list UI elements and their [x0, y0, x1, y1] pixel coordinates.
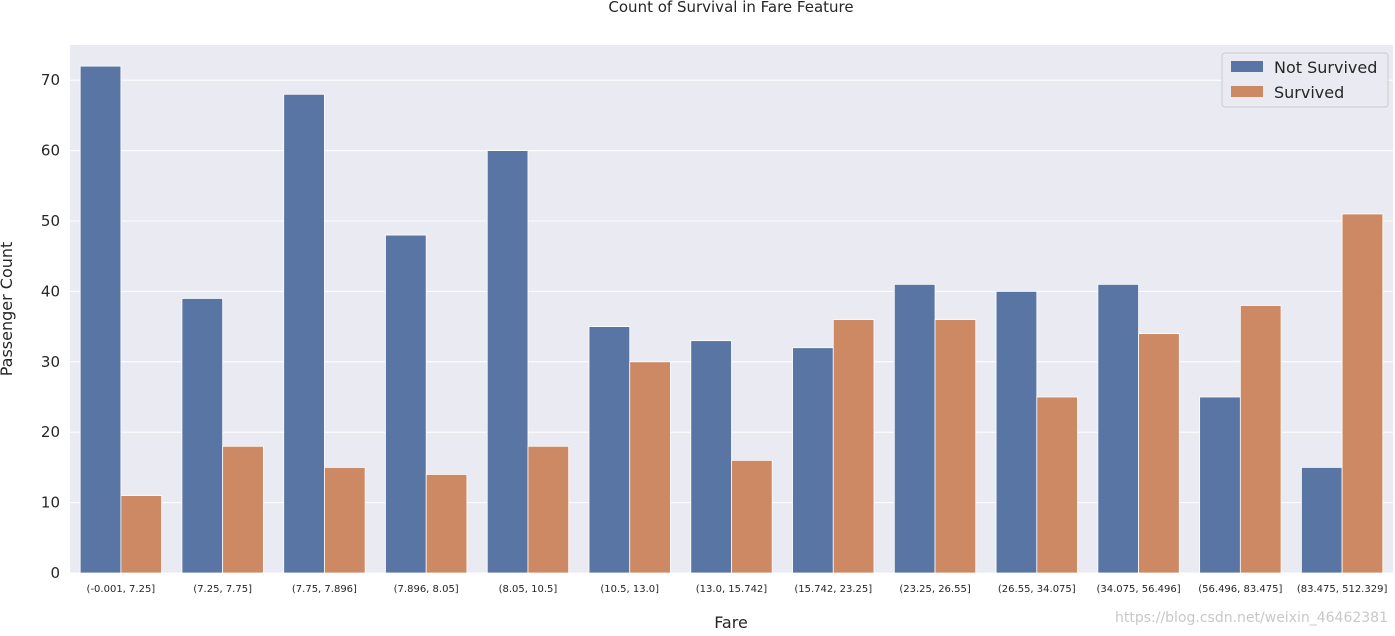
y-tick-label: 0: [50, 564, 60, 582]
bar-not-survived: [181, 298, 224, 574]
y-axis-ticks: 0 10 20 30 40 50 60 70: [41, 71, 60, 582]
bar-survived: [1239, 305, 1282, 574]
bar-survived: [1036, 396, 1078, 574]
x-tick-label: (13.0, 15.742]: [696, 584, 768, 595]
legend: Not Survived Survived: [1221, 52, 1389, 108]
bar-survived: [731, 459, 773, 574]
legend-frame: [1221, 52, 1389, 108]
y-tick-label: 70: [41, 71, 60, 89]
x-axis-label: Fare: [714, 613, 748, 632]
x-tick-label: (7.75, 7.896]: [292, 584, 357, 595]
legend-swatch-not-survived: [1231, 61, 1263, 72]
y-axis-label: Passenger Count: [0, 242, 16, 377]
x-tick-label: (8.05, 10.5]: [499, 584, 558, 595]
y-tick-label: 50: [41, 212, 60, 230]
bar-not-survived: [1301, 466, 1343, 574]
y-tick-label: 60: [41, 142, 60, 160]
bar-not-survived: [79, 65, 122, 574]
y-tick-label: 30: [41, 353, 60, 371]
y-tick-label: 10: [41, 494, 60, 512]
bar-not-survived: [385, 234, 427, 574]
bar-not-survived: [1097, 283, 1139, 574]
x-tick-label: (-0.001, 7.25]: [87, 584, 156, 595]
bar-survived: [222, 445, 264, 574]
bar-survived: [629, 361, 671, 574]
bar-survived: [324, 466, 366, 574]
x-tick-label: (23.25, 26.55]: [899, 584, 971, 595]
bar-survived: [527, 445, 570, 574]
bars: [79, 65, 1384, 574]
legend-label-not-survived: Not Survived: [1274, 58, 1377, 77]
bar-survived: [1341, 213, 1384, 574]
y-tick-label: 40: [41, 282, 60, 300]
x-tick-label: (34.075, 56.496]: [1097, 584, 1181, 595]
chart-title: Count of Survival in Fare Feature: [608, 0, 853, 16]
bar-not-survived: [486, 150, 529, 574]
x-tick-label: (15.742, 23.25]: [794, 584, 872, 595]
x-tick-label: (7.896, 8.05]: [394, 584, 459, 595]
x-axis-ticks: (-0.001, 7.25] (7.25, 7.75] (7.75, 7.896] (…: [87, 584, 1388, 595]
bar-not-survived: [588, 326, 631, 574]
legend-swatch-survived: [1231, 86, 1263, 97]
bar-survived: [120, 495, 162, 574]
x-tick-label: (83.475, 512.329]: [1297, 584, 1388, 595]
x-tick-label: (7.25, 7.75]: [193, 584, 252, 595]
x-tick-label: (26.55, 34.075]: [998, 584, 1076, 595]
bar-not-survived: [893, 283, 936, 574]
bar-not-survived: [995, 290, 1038, 574]
bar-not-survived: [792, 347, 834, 574]
x-tick-label: (10.5, 13.0]: [600, 584, 659, 595]
bar-not-survived: [283, 93, 325, 574]
bar-survived: [832, 319, 875, 574]
watermark: https://blog.csdn.net/weixin_46462381: [1115, 610, 1388, 626]
bar-survived: [934, 319, 977, 574]
bar-not-survived: [1199, 396, 1241, 574]
bar-survived: [425, 474, 468, 574]
bar-survived: [1138, 333, 1180, 574]
y-tick-label: 20: [41, 423, 60, 441]
x-tick-label: (56.496, 83.475]: [1198, 584, 1282, 595]
bar-not-survived: [690, 340, 732, 574]
legend-label-survived: Survived: [1274, 83, 1344, 102]
